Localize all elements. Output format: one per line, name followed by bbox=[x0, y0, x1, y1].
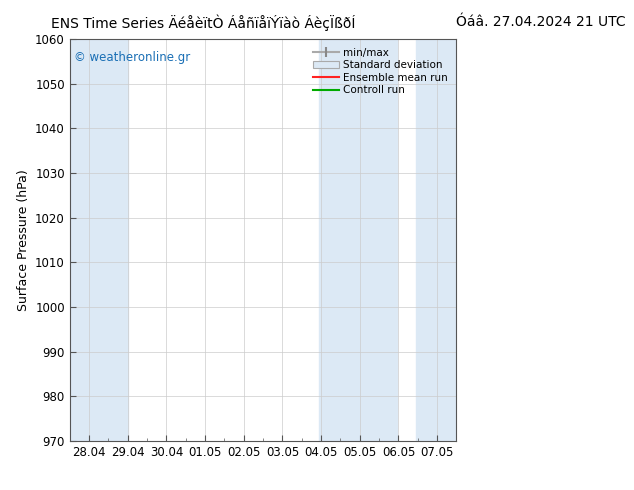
Text: Óáâ. 27.04.2024 21 UTC: Óáâ. 27.04.2024 21 UTC bbox=[456, 15, 626, 29]
Text: ENS Time Series ÄéåèïtÒ ÁåñïåïÝïàò ÁèçÏßðÍ: ENS Time Series ÄéåèïtÒ ÁåñïåïÝïàò ÁèçÏß… bbox=[51, 15, 355, 31]
Bar bbox=[319, 39, 396, 441]
Text: © weatheronline.gr: © weatheronline.gr bbox=[74, 51, 190, 64]
Bar bbox=[70, 39, 127, 441]
Legend: min/max, Standard deviation, Ensemble mean run, Controll run: min/max, Standard deviation, Ensemble me… bbox=[310, 45, 451, 98]
Bar bbox=[416, 39, 456, 441]
Y-axis label: Surface Pressure (hPa): Surface Pressure (hPa) bbox=[16, 169, 30, 311]
